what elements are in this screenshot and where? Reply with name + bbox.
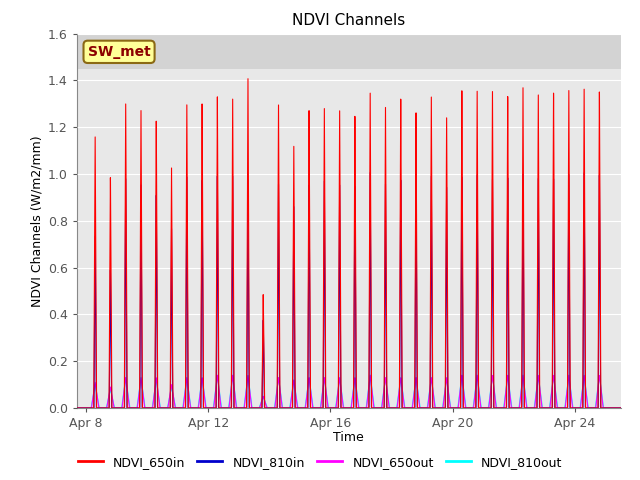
NDVI_810out [476, 396, 484, 402]
NDVI_810out [506, 384, 513, 390]
X-axis label: Time: Time [333, 432, 364, 444]
NDVI_650in [476, 405, 484, 411]
NDVI_650in [617, 405, 625, 411]
NDVI_650in [244, 76, 252, 82]
NDVI_650out [100, 405, 108, 411]
NDVI_650out [395, 392, 403, 397]
NDVI_650in [419, 405, 426, 411]
Line: NDVI_650in: NDVI_650in [77, 79, 621, 408]
NDVI_650out [419, 405, 426, 411]
Title: NDVI Channels: NDVI Channels [292, 13, 405, 28]
NDVI_810in [100, 405, 108, 411]
NDVI_650out [617, 405, 625, 411]
NDVI_650out [506, 385, 513, 391]
NDVI_810in [506, 405, 513, 411]
NDVI_810out [395, 390, 403, 396]
NDVI_810in [476, 405, 484, 411]
NDVI_810in [419, 405, 426, 411]
NDVI_650out [476, 398, 484, 404]
NDVI_810in [395, 405, 403, 411]
Y-axis label: NDVI Channels (W/m2/mm): NDVI Channels (W/m2/mm) [31, 135, 44, 307]
Bar [77, 22, 621, 69]
NDVI_810out [270, 405, 278, 411]
NDVI_650out [519, 372, 527, 378]
Legend: NDVI_650in, NDVI_810in, NDVI_650out, NDVI_810out: NDVI_650in, NDVI_810in, NDVI_650out, NDV… [72, 451, 568, 474]
NDVI_810out [100, 405, 108, 411]
NDVI_810out [617, 405, 625, 411]
Text: SW_met: SW_met [88, 45, 150, 59]
NDVI_810in [617, 405, 625, 411]
NDVI_650in [270, 405, 278, 411]
Line: NDVI_650out: NDVI_650out [77, 375, 621, 408]
NDVI_810out [519, 372, 527, 378]
NDVI_650out [73, 405, 81, 411]
Line: NDVI_810out: NDVI_810out [77, 375, 621, 408]
NDVI_650in [506, 405, 513, 411]
NDVI_650in [395, 405, 403, 411]
NDVI_650in [100, 405, 108, 411]
NDVI_650in [73, 405, 81, 411]
NDVI_810in [366, 170, 374, 176]
Line: NDVI_810in: NDVI_810in [77, 173, 621, 408]
NDVI_650out [270, 405, 278, 411]
NDVI_810out [73, 405, 81, 411]
NDVI_810out [419, 405, 426, 411]
NDVI_810in [270, 405, 278, 411]
NDVI_810in [73, 405, 81, 411]
